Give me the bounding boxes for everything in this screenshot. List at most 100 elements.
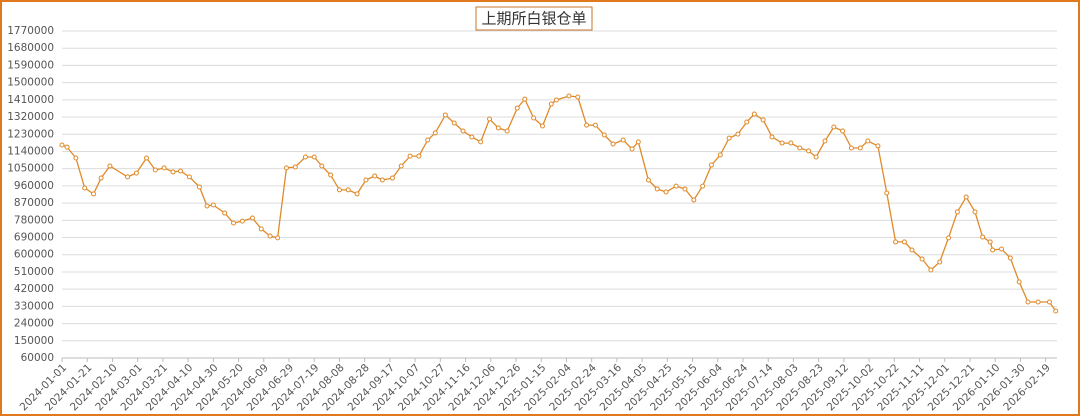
point xyxy=(345,187,351,193)
point xyxy=(504,128,510,134)
point xyxy=(416,153,422,159)
point xyxy=(249,215,255,221)
point xyxy=(566,93,572,99)
point xyxy=(407,153,413,159)
point xyxy=(735,131,741,137)
point xyxy=(987,239,993,245)
point xyxy=(379,177,385,183)
point xyxy=(601,132,607,138)
point xyxy=(779,140,785,146)
point xyxy=(73,155,79,161)
point xyxy=(884,190,890,196)
point xyxy=(726,135,732,141)
point xyxy=(59,142,65,148)
point xyxy=(751,111,757,117)
point xyxy=(700,183,706,189)
point xyxy=(302,154,308,160)
point xyxy=(1046,299,1052,305)
point xyxy=(848,145,854,151)
point xyxy=(788,140,794,146)
point xyxy=(539,123,545,129)
point xyxy=(125,174,131,180)
point xyxy=(548,101,554,107)
point xyxy=(584,122,590,128)
point xyxy=(143,155,149,161)
point xyxy=(469,134,475,140)
point xyxy=(928,267,934,273)
point xyxy=(275,235,281,241)
y-tick-label: 1230000 xyxy=(7,128,54,140)
point xyxy=(133,170,139,176)
y-tick-label: 1410000 xyxy=(7,94,54,106)
point xyxy=(857,145,863,151)
point xyxy=(553,97,559,103)
point xyxy=(645,177,651,183)
point xyxy=(708,162,714,168)
point xyxy=(186,174,192,180)
y-tick-label: 1500000 xyxy=(7,77,54,89)
y-tick-label: 1140000 xyxy=(7,145,54,157)
point xyxy=(1035,299,1041,305)
point xyxy=(831,124,837,130)
y-tick-label: 690000 xyxy=(14,232,54,244)
point xyxy=(495,125,501,131)
y-tick-label: 600000 xyxy=(14,249,54,261)
point xyxy=(82,185,88,191)
y-tick-label: 780000 xyxy=(14,214,54,226)
point xyxy=(893,239,899,245)
point xyxy=(196,184,202,190)
y-tick-label: 330000 xyxy=(14,300,54,312)
point xyxy=(107,163,113,169)
point xyxy=(999,246,1005,252)
point xyxy=(592,122,598,128)
point xyxy=(425,137,431,143)
point xyxy=(389,175,395,181)
point xyxy=(231,220,237,226)
y-tick-label: 1680000 xyxy=(7,42,54,54)
point xyxy=(822,138,828,144)
point xyxy=(1007,255,1013,261)
point xyxy=(760,117,766,123)
point xyxy=(1025,299,1031,305)
y-tick-label: 1590000 xyxy=(7,59,54,71)
point xyxy=(478,139,484,145)
point xyxy=(210,202,216,208)
point xyxy=(283,165,289,171)
y-tick-label: 960000 xyxy=(14,180,54,192)
point xyxy=(954,209,960,215)
point xyxy=(673,183,679,189)
point xyxy=(222,210,228,216)
point xyxy=(451,120,457,126)
y-tick-label: 1320000 xyxy=(7,111,54,123)
point xyxy=(258,226,264,232)
point xyxy=(267,233,273,239)
point xyxy=(460,128,466,134)
y-tick-label: 1050000 xyxy=(7,163,54,175)
point xyxy=(744,119,750,125)
point xyxy=(152,167,158,173)
point xyxy=(806,148,812,154)
point xyxy=(875,143,881,149)
point xyxy=(531,115,537,121)
y-tick-label: 1770000 xyxy=(7,25,54,37)
point xyxy=(610,141,616,147)
y-tick-label: 150000 xyxy=(14,335,54,347)
point xyxy=(442,112,448,118)
point xyxy=(336,187,342,193)
point xyxy=(64,144,70,150)
point xyxy=(161,165,167,171)
point xyxy=(620,137,626,143)
title-box xyxy=(475,6,593,31)
y-tick-label: 510000 xyxy=(14,266,54,278)
point xyxy=(635,139,641,145)
point xyxy=(398,163,404,169)
y-tick-label: 420000 xyxy=(14,283,54,295)
point xyxy=(363,177,369,183)
point xyxy=(840,128,846,134)
point xyxy=(91,191,97,197)
point xyxy=(354,191,360,197)
point xyxy=(865,138,871,144)
point xyxy=(522,96,528,102)
